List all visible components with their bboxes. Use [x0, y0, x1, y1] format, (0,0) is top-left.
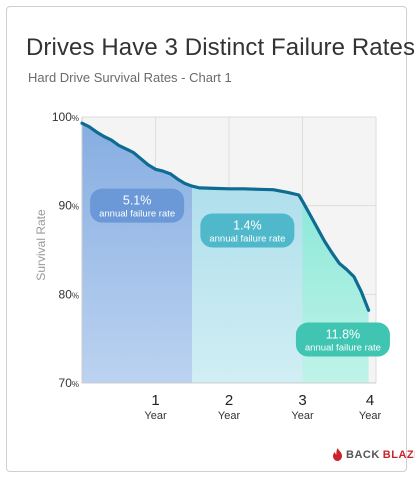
annotation-rate-1: 1.4%	[233, 218, 262, 232]
flame-icon	[333, 448, 342, 461]
annotation-text-2: annual failure rate	[305, 343, 381, 354]
y-tick-label-0: 100%	[52, 110, 79, 124]
annotation-1: 1.4%annual failure rate	[200, 213, 295, 248]
brand-blaze-text: BLAZE	[382, 448, 415, 461]
annotation-0: 5.1%annual failure rate	[90, 188, 185, 223]
y-tick-label-1: 90%	[59, 199, 79, 213]
y-axis-label: Survival Rate	[34, 209, 48, 281]
x-tick-number-1: 2	[225, 392, 233, 409]
x-tick-number-0: 1	[151, 392, 159, 409]
brand-back-text: BACK	[346, 448, 380, 461]
x-tick-unit-0: Year	[144, 410, 167, 422]
x-tick-unit-3: Year	[359, 410, 382, 422]
annotation-pill-0	[90, 188, 185, 223]
annotation-rate-2: 11.8%	[326, 328, 361, 342]
x-tick-unit-2: Year	[291, 410, 314, 422]
annotation-pill-1	[200, 213, 295, 248]
x-tick-number-2: 3	[298, 392, 306, 409]
chart-title: Drives Have 3 Distinct Failure Rates	[26, 34, 415, 61]
y-tick-label-2: 80%	[59, 287, 79, 301]
x-tick-number-3: 4	[366, 392, 374, 409]
series-group	[80, 121, 371, 312]
annotation-2: 11.8%annual failure rate	[295, 322, 390, 357]
survival-series-line	[80, 121, 371, 312]
y-tick-label-3: 70%	[59, 376, 79, 390]
annotation-rate-0: 5.1%	[123, 194, 152, 208]
axes	[81, 117, 376, 384]
annotation-pill-2	[295, 322, 390, 357]
x-tick-unit-1: Year	[218, 410, 241, 422]
annotation-text-0: annual failure rate	[99, 209, 175, 220]
chart-subtitle: Hard Drive Survival Rates - Chart 1	[28, 70, 232, 85]
backblaze-logo: BACKBLAZE	[332, 448, 415, 461]
annotation-text-1: annual failure rate	[209, 233, 285, 244]
